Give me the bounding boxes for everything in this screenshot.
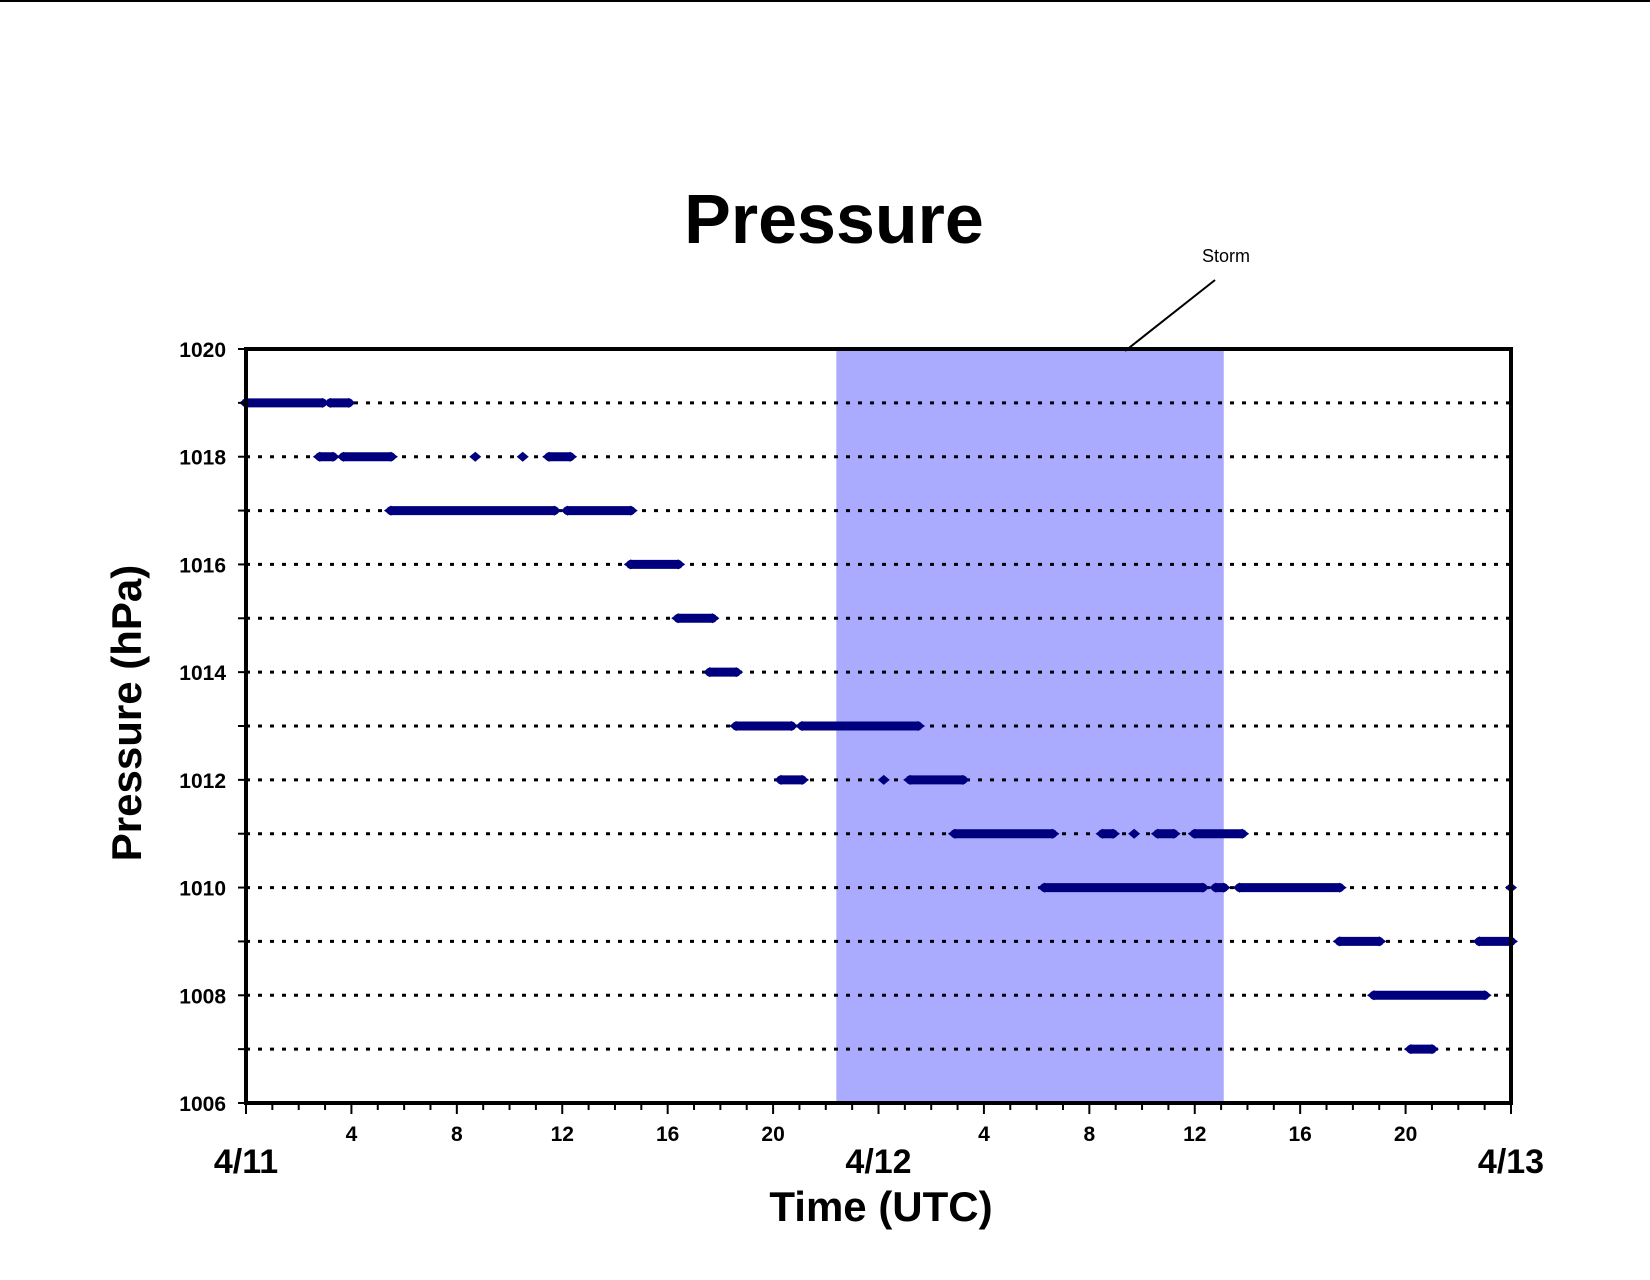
data-point <box>955 774 970 785</box>
data-point <box>795 774 810 785</box>
data-point <box>702 667 717 678</box>
y-tick-label: 1014 <box>179 662 226 685</box>
y-tick-label: 1016 <box>179 554 226 577</box>
data-point <box>773 774 788 785</box>
data-point <box>729 721 744 731</box>
y-tick-label: 1020 <box>179 339 226 362</box>
x-tick-label: 16 <box>1288 1123 1311 1146</box>
y-axis-ticks: 1006 1008 1010 1012 1014 1016 1018 1020 <box>179 339 246 1116</box>
data-point <box>729 667 744 678</box>
storm-leader-line <box>1124 279 1216 352</box>
data-point <box>877 774 890 785</box>
data-point <box>1037 882 1052 893</box>
data-point <box>312 451 327 462</box>
storm-annotation: Storm <box>1124 246 1250 352</box>
data-point <box>903 774 918 785</box>
data-point <box>383 451 398 462</box>
data-point <box>547 505 562 516</box>
data-point <box>1366 990 1381 1001</box>
data-point <box>563 451 578 462</box>
data-point <box>1372 936 1387 947</box>
data-point <box>623 505 638 516</box>
data-point <box>560 505 575 516</box>
data-point <box>1424 1044 1439 1055</box>
y-tick-label: 1012 <box>179 770 226 793</box>
data-point <box>1208 882 1223 893</box>
data-point <box>383 505 398 516</box>
x-tick-label: 8 <box>451 1123 463 1146</box>
data-point <box>911 721 926 731</box>
x-tick-label: 20 <box>761 1123 784 1146</box>
data-point <box>671 613 686 624</box>
data-point <box>1232 882 1247 893</box>
data-point <box>323 397 338 408</box>
data-point <box>947 828 962 839</box>
data-point <box>1106 828 1121 839</box>
data-point <box>1166 828 1181 839</box>
data-point <box>1195 882 1210 893</box>
data-point <box>1332 882 1347 893</box>
chart-title: Pressure <box>684 180 984 258</box>
x-tick-label: 8 <box>1083 1123 1095 1146</box>
x-axis-ticks: 4 8 12 16 20 4 8 12 16 20 <box>245 1103 1512 1146</box>
data-point <box>623 559 638 570</box>
data-point <box>1235 828 1250 839</box>
data-point <box>1095 828 1110 839</box>
x-tick-label: 12 <box>551 1123 574 1146</box>
data-point <box>336 451 351 462</box>
date-label: 4/13 <box>1478 1143 1544 1181</box>
data-series <box>239 397 1518 1055</box>
data-point <box>1403 1044 1418 1055</box>
data-point <box>671 559 686 570</box>
x-tick-label: 20 <box>1394 1123 1417 1146</box>
data-point <box>469 451 482 462</box>
x-tick-label: 4 <box>978 1123 990 1146</box>
data-point <box>1472 936 1487 947</box>
data-point <box>315 397 330 408</box>
date-label: 4/11 <box>214 1143 278 1181</box>
data-point <box>1187 828 1202 839</box>
data-point <box>1477 990 1492 1001</box>
y-tick-label: 1010 <box>179 878 226 901</box>
data-point <box>516 451 529 462</box>
x-tick-label: 16 <box>656 1123 679 1146</box>
x-tick-label: 4 <box>346 1123 358 1146</box>
data-point <box>1045 828 1060 839</box>
data-point <box>1216 882 1231 893</box>
data-point <box>341 397 356 408</box>
storm-label: Storm <box>1202 246 1250 266</box>
data-point <box>542 451 557 462</box>
y-tick-label: 1006 <box>179 1093 226 1116</box>
data-point <box>705 613 720 624</box>
y-axis-title: Pressure (hPa) <box>103 565 150 861</box>
data-point <box>784 721 799 731</box>
y-tick-label: 1008 <box>179 985 226 1008</box>
x-axis-title: Time (UTC) <box>769 1183 992 1230</box>
y-tick-label: 1018 <box>179 447 226 470</box>
x-tick-label: 12 <box>1183 1123 1206 1146</box>
data-point <box>1128 828 1141 839</box>
data-point <box>1150 828 1165 839</box>
date-labels: 4/11 4/12 4/13 <box>214 1143 1544 1181</box>
data-point <box>325 451 340 462</box>
data-point <box>795 721 810 731</box>
date-label: 4/12 <box>845 1143 911 1181</box>
data-point <box>1332 936 1347 947</box>
